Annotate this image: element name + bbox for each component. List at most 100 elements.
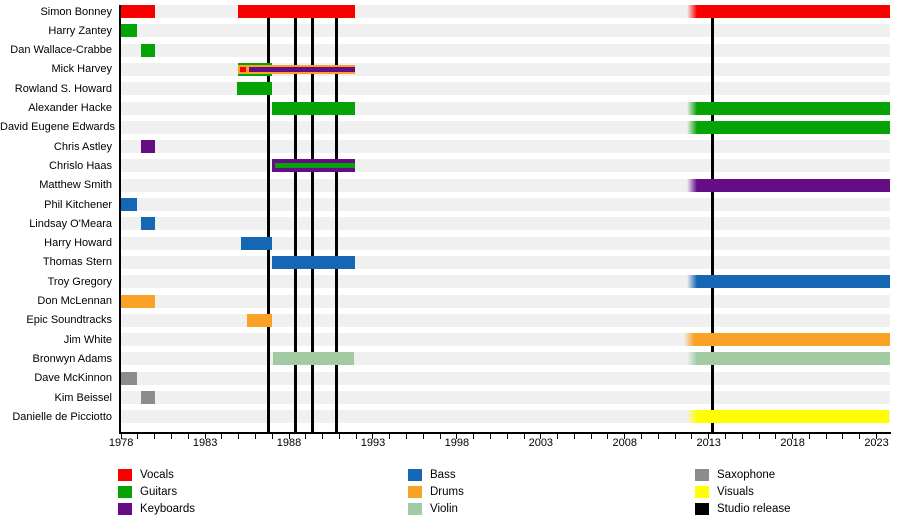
member-row-track	[120, 294, 890, 308]
timeline-bar	[273, 352, 355, 366]
x-axis-tick	[456, 434, 458, 439]
member-label: Alexander Hacke	[28, 102, 112, 114]
timeline-bar	[141, 217, 155, 231]
x-axis-tick	[540, 434, 542, 439]
x-axis-tick	[590, 434, 592, 439]
timeline-bar	[248, 66, 356, 72]
legend-item-studio_release: Studio release	[695, 503, 875, 515]
y-axis-line	[119, 5, 121, 434]
studio-release-line	[710, 5, 714, 432]
x-axis-tick	[741, 434, 743, 439]
member-label: Troy Gregory	[47, 275, 112, 288]
bass-legend-swatch	[408, 469, 422, 481]
legend-item-saxophone: Saxophone	[695, 469, 875, 483]
timeline-bar	[237, 5, 356, 18]
x-axis-tick	[657, 434, 659, 439]
timeline-bar	[247, 313, 273, 327]
timeline-bar	[120, 371, 138, 385]
drums-legend-label: Drums	[430, 486, 464, 498]
member-label: Lindsay O'Meara	[29, 217, 112, 230]
timeline-bar	[274, 163, 355, 169]
x-axis-tick-label: 1993	[360, 437, 386, 449]
violin-legend-label: Violin	[430, 503, 458, 515]
member-row-track	[120, 62, 890, 76]
member-row-track	[120, 159, 890, 173]
x-axis-tick	[641, 434, 643, 439]
member-label: Epic Soundtracks	[26, 314, 112, 327]
legend-item-violin: Violin	[408, 503, 588, 515]
x-axis-tick	[439, 434, 441, 439]
timeline-bar	[237, 82, 273, 96]
timeline-bar	[120, 5, 155, 18]
x-axis-tick	[607, 434, 609, 439]
x-axis-tick	[825, 434, 827, 439]
x-axis-line	[119, 432, 891, 434]
studio-release-line	[294, 5, 298, 432]
visuals-legend-swatch	[695, 486, 709, 498]
timeline-bar	[686, 410, 890, 424]
timeline-bar	[239, 66, 247, 72]
x-axis-tick-label: 1998	[444, 437, 470, 449]
x-axis-tick-label: 1983	[192, 437, 218, 449]
x-axis-tick	[355, 434, 357, 439]
member-label: Thomas Stern	[42, 256, 112, 269]
x-axis-tick-label: 2003	[528, 437, 554, 449]
member-label: Harry Zantey	[48, 24, 112, 37]
violin-legend-swatch	[408, 503, 422, 515]
saxophone-legend-label: Saxophone	[717, 469, 776, 481]
x-axis-tick	[876, 434, 878, 439]
x-axis-tick-label: 2023	[864, 437, 889, 449]
x-axis-tick	[322, 434, 324, 439]
timeline-bar	[141, 391, 155, 404]
legend-item-keyboards: Keyboards	[118, 503, 298, 515]
x-axis-tick	[204, 434, 206, 439]
timeline-bar	[241, 236, 273, 250]
member-row-track	[120, 24, 890, 38]
timeline-bar	[686, 5, 890, 18]
x-axis-tick	[674, 434, 676, 439]
timeline-bar	[272, 101, 356, 115]
timeline-bar	[272, 255, 356, 269]
x-axis-tick	[775, 434, 777, 439]
member-label: Simon Bonney	[40, 5, 112, 18]
x-axis-tick	[523, 434, 525, 439]
studio-release-line	[334, 5, 338, 432]
member-row-track	[120, 391, 890, 404]
x-axis-tick	[120, 434, 122, 439]
x-axis-tick	[389, 434, 391, 439]
member-row-track	[120, 43, 890, 57]
x-axis-tick	[691, 434, 693, 439]
legend-item-guitars: Guitars	[118, 486, 298, 500]
studio-release-line	[267, 5, 271, 432]
x-axis-tick	[271, 434, 273, 439]
x-axis-tick-label: 2018	[780, 437, 805, 449]
guitars-legend-label: Guitars	[140, 486, 178, 498]
legend-item-visuals: Visuals	[695, 486, 875, 500]
bass-legend-label: Bass	[430, 469, 456, 481]
timeline-bar	[686, 352, 890, 366]
x-axis-tick	[187, 434, 189, 439]
timeline-bar	[120, 294, 155, 308]
member-label: Jim White	[63, 333, 112, 346]
timeline-bar	[686, 101, 890, 115]
x-axis-tick	[221, 434, 223, 439]
member-label: Chris Astley	[53, 140, 112, 153]
timeline-bar	[686, 178, 890, 192]
x-axis-tick	[305, 434, 307, 439]
x-axis-tick	[137, 434, 139, 439]
x-axis-tick	[473, 434, 475, 439]
timeline-bar	[686, 120, 890, 134]
saxophone-legend-swatch	[695, 469, 709, 481]
member-label: Chrislo Haas	[49, 159, 112, 172]
x-axis-tick	[406, 434, 408, 439]
drums-legend-swatch	[408, 486, 422, 498]
vocals-legend-swatch	[118, 469, 132, 481]
member-label: Dan Wallace-Crabbe	[10, 44, 112, 57]
x-axis-tick	[288, 434, 290, 439]
member-label: Bronwyn Adams	[32, 352, 112, 365]
legend-item-vocals: Vocals	[118, 469, 298, 483]
member-label: Matthew Smith	[39, 179, 112, 192]
timeline-bar	[120, 198, 138, 211]
x-axis-tick-label: 1978	[108, 437, 134, 449]
member-label: Phil Kitchener	[44, 198, 112, 211]
